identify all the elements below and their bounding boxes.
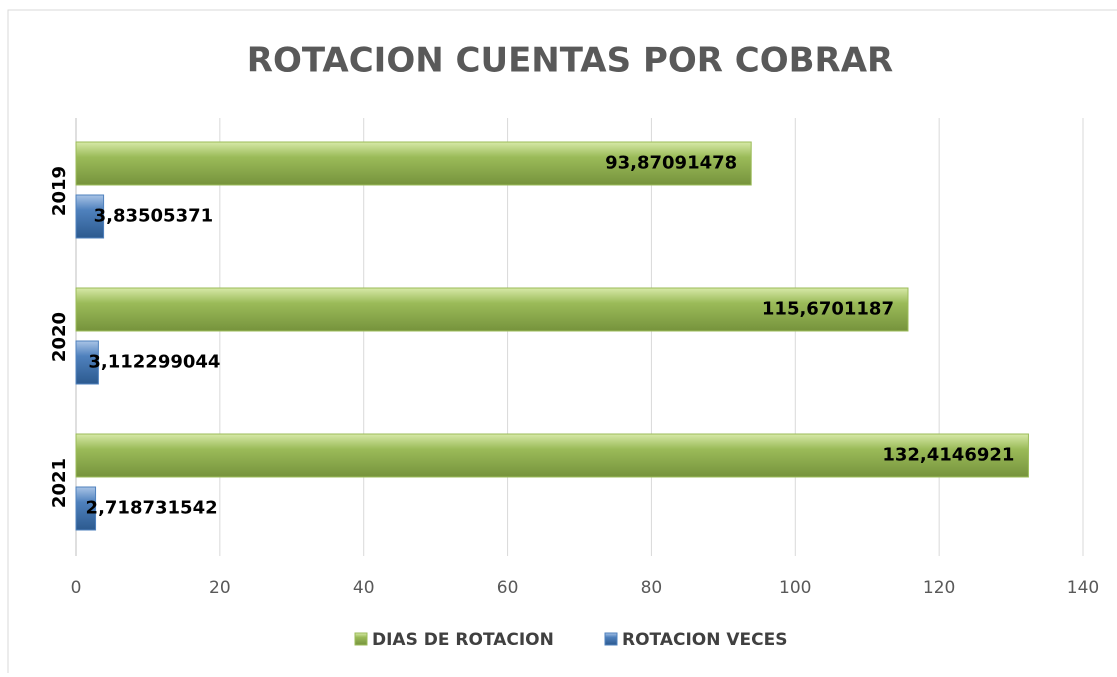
data-label: 132,4146921 bbox=[882, 445, 1014, 466]
bar bbox=[75, 486, 97, 531]
x-tick-label: 0 bbox=[71, 578, 82, 598]
bar bbox=[75, 340, 99, 385]
legend-label: DIAS DE ROTACION bbox=[372, 630, 554, 650]
x-tick-label: 100 bbox=[779, 578, 811, 598]
y-tick-label: 2020 bbox=[49, 312, 70, 362]
x-tick-label: 120 bbox=[923, 578, 955, 598]
data-label: 93,87091478 bbox=[605, 153, 737, 174]
chart-border bbox=[7, 9, 1117, 673]
x-tick-label: 20 bbox=[209, 578, 231, 598]
chart-title: ROTACION CUENTAS POR COBRAR bbox=[247, 41, 893, 81]
y-tick-label: 2019 bbox=[49, 166, 70, 216]
bar bbox=[75, 194, 105, 239]
data-label: 3,83505371 bbox=[94, 206, 214, 227]
x-tick-label: 80 bbox=[641, 578, 663, 598]
x-tick-label: 40 bbox=[353, 578, 375, 598]
data-label: 3,112299044 bbox=[88, 352, 220, 373]
x-tick-label: 60 bbox=[497, 578, 519, 598]
legend-swatch bbox=[354, 632, 368, 646]
legend-swatch bbox=[604, 632, 618, 646]
legend-label: ROTACION VECES bbox=[622, 630, 787, 650]
bar bbox=[75, 287, 909, 332]
data-label: 115,6701187 bbox=[762, 299, 894, 320]
x-tick-label: 140 bbox=[1067, 578, 1099, 598]
y-tick-label: 2021 bbox=[49, 458, 70, 508]
data-label: 2,718731542 bbox=[86, 498, 218, 519]
bar bbox=[75, 141, 752, 186]
bar bbox=[75, 433, 1029, 478]
